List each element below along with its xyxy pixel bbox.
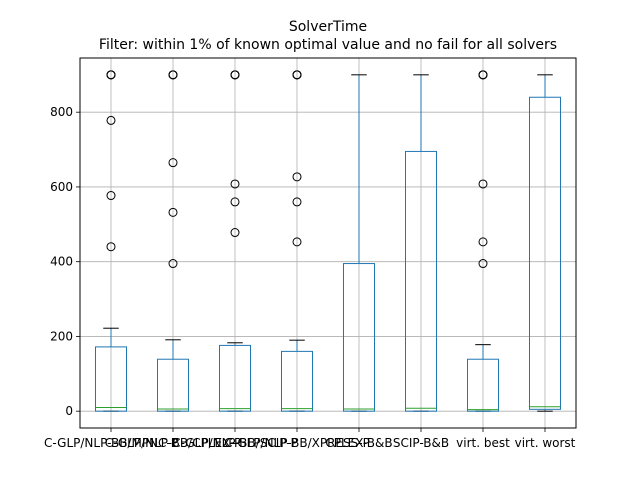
outlier-point — [168, 158, 178, 168]
x-tick-label: SCIP-B&B — [393, 436, 449, 450]
box-iqr — [343, 263, 375, 412]
box-iqr — [529, 96, 561, 410]
box-group — [95, 70, 127, 412]
outlier-point — [478, 259, 488, 269]
outlier-point — [478, 70, 488, 80]
box-iqr — [405, 150, 437, 412]
box-group — [157, 70, 189, 412]
outlier-point — [292, 172, 302, 182]
x-tick-label: C-GLP/NLP-BB/CPLEX-P — [105, 436, 242, 450]
chart-subtitle: Filter: within 1% of known optimal value… — [99, 37, 557, 53]
y-tick-label: 0 — [65, 404, 73, 418]
outlier-point — [230, 70, 240, 80]
x-tick-label: C-GLP/NLP-BB/MPNC-P — [44, 436, 178, 450]
outlier-point — [168, 207, 178, 217]
y-tick-label: 800 — [50, 105, 73, 119]
box-iqr — [95, 346, 127, 412]
outlier-point — [230, 197, 240, 207]
outlier-point — [168, 70, 178, 80]
chart-title: SolverTime — [289, 19, 367, 35]
outlier-point — [478, 179, 488, 189]
outlier-point — [292, 197, 302, 207]
box-group — [343, 74, 375, 412]
outlier-point — [292, 237, 302, 247]
box-group — [529, 74, 561, 412]
y-tick-label: 200 — [50, 329, 73, 343]
outlier-point — [106, 191, 116, 201]
box-iqr — [281, 350, 313, 412]
outlier-point — [230, 228, 240, 238]
axes: C-GLP/NLP-BB/MPNC-PC-GLP/NLP-BB/CPLEX-PC… — [44, 105, 576, 450]
box-iqr — [157, 358, 189, 412]
outlier-point — [292, 70, 302, 80]
outlier-point — [106, 70, 116, 80]
boxes — [95, 70, 561, 412]
x-tick-label: virt. best — [456, 436, 510, 450]
x-tick-label: CPLEX-B&B — [325, 436, 392, 450]
outlier-point — [478, 237, 488, 247]
box-iqr — [219, 344, 251, 412]
box-iqr — [467, 358, 499, 412]
outlier-point — [106, 115, 116, 125]
y-tick-label: 400 — [50, 255, 73, 269]
box-group — [219, 70, 251, 412]
x-tick-label: C-GLP/NLP-BB/XPRESS-P — [224, 436, 370, 450]
x-tick-label: virt. worst — [515, 436, 576, 450]
outlier-point — [168, 259, 178, 269]
y-tick-label: 600 — [50, 180, 73, 194]
outlier-point — [230, 179, 240, 189]
box-group — [281, 70, 313, 412]
plot-frame — [79, 57, 577, 429]
box-group — [405, 74, 437, 412]
outlier-point — [106, 242, 116, 252]
x-tick-label: C-GLP/NLP-BB/SCIP-P — [172, 436, 298, 450]
box-group — [467, 70, 499, 412]
